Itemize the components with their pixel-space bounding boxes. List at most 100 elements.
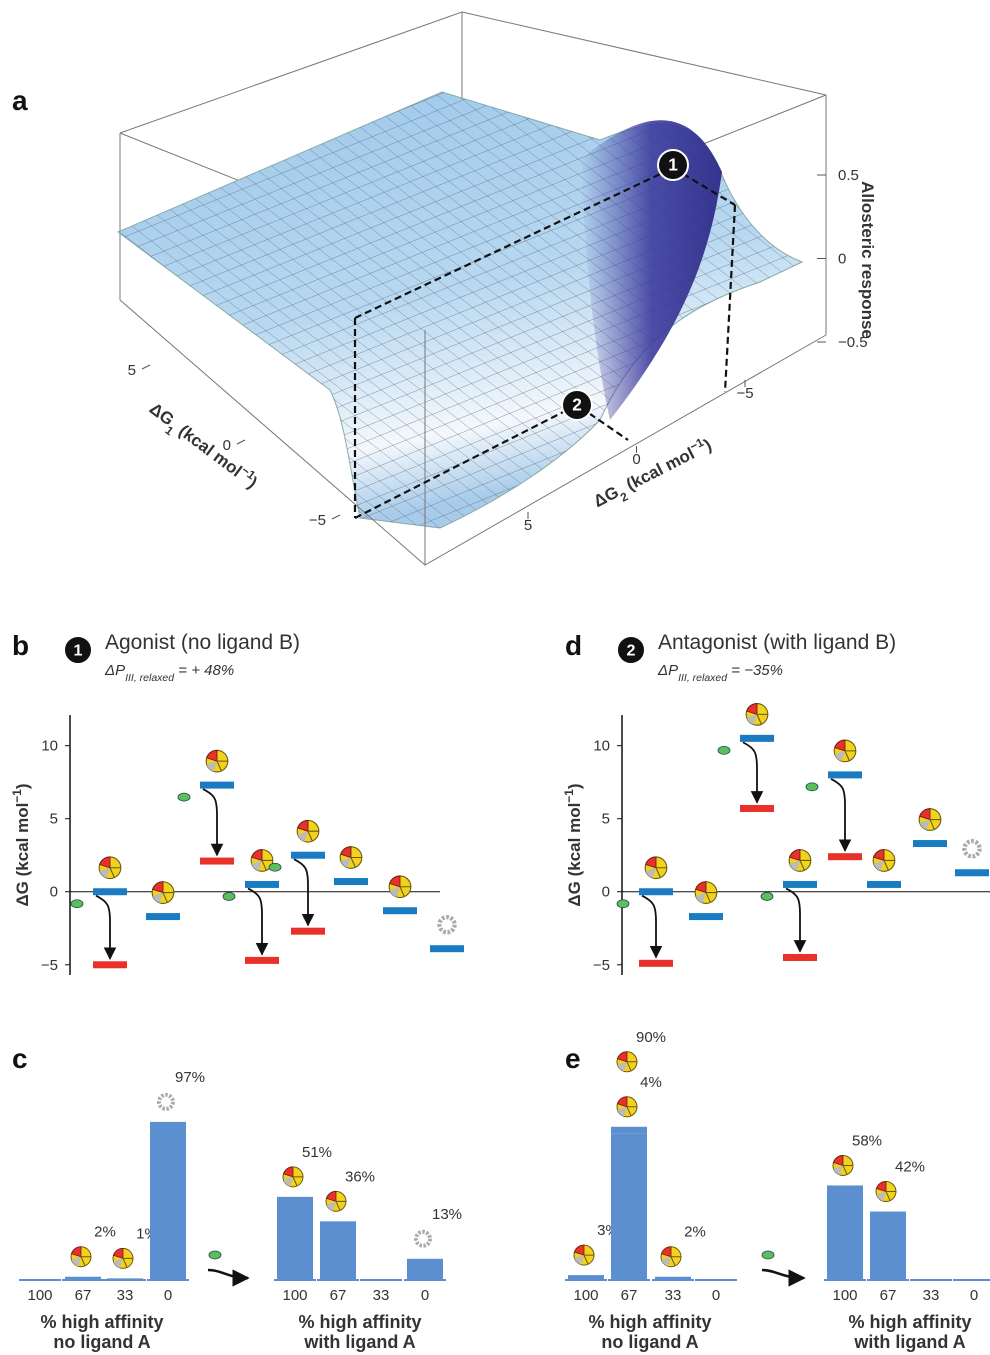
state-icon bbox=[645, 857, 667, 879]
energy-level bbox=[200, 782, 234, 789]
bar bbox=[65, 1277, 101, 1280]
bar bbox=[611, 1133, 647, 1280]
state-icon bbox=[574, 1245, 594, 1265]
figure: a50−5−5050.50−0.5ΔG1 (kcal mol−1)ΔG2 (kc… bbox=[0, 0, 990, 1355]
ligand bbox=[617, 900, 629, 908]
transition-arrow bbox=[203, 789, 217, 855]
tick-label: 0 bbox=[632, 451, 640, 468]
transition-arrow bbox=[96, 896, 110, 959]
marker-number: 1 bbox=[668, 155, 678, 175]
energy-level bbox=[828, 771, 862, 778]
arrow bbox=[762, 1270, 804, 1278]
tick-mark bbox=[237, 440, 245, 444]
state-icon bbox=[340, 847, 362, 869]
bar bbox=[150, 1122, 186, 1280]
value-label: 42% bbox=[895, 1159, 925, 1176]
x-tick-label: 67 bbox=[621, 1287, 638, 1304]
bar bbox=[870, 1212, 906, 1280]
panel-letter: c bbox=[12, 1043, 28, 1074]
value-label: 90% bbox=[636, 1029, 666, 1046]
label-part: = −35% bbox=[727, 662, 783, 679]
value-label: 97% bbox=[175, 1069, 205, 1086]
surface-plot bbox=[118, 12, 826, 565]
panel-title: Agonist (no ligand B) bbox=[105, 631, 300, 654]
y-tick-label: 0 bbox=[50, 884, 58, 901]
ligand bbox=[806, 783, 818, 791]
energy-level bbox=[783, 954, 817, 961]
marker-number: 2 bbox=[572, 395, 582, 415]
x-tick-label: 100 bbox=[832, 1287, 857, 1304]
label-part: (kcal mol bbox=[13, 803, 32, 881]
label-part: (kcal mol bbox=[171, 418, 245, 480]
energy-level bbox=[93, 961, 127, 968]
bar bbox=[107, 1278, 143, 1280]
panel-subtitle: ΔPIII, relaxed = + 48% bbox=[104, 662, 234, 684]
y-tick-label: 5 bbox=[50, 811, 58, 828]
value-label: 2% bbox=[684, 1224, 706, 1241]
value-label: 51% bbox=[302, 1144, 332, 1161]
label-part: ΔP bbox=[657, 662, 678, 679]
state-icon bbox=[206, 750, 228, 772]
y-tick-label: −5 bbox=[41, 957, 58, 974]
tick-label: 5 bbox=[524, 517, 532, 534]
tick-label: −5 bbox=[736, 385, 753, 402]
y-axis-label: ΔG2 (kcal mol−1) bbox=[589, 433, 717, 517]
energy-level bbox=[955, 869, 989, 876]
panel-title: Antagonist (with ligand B) bbox=[658, 631, 896, 654]
label-part: ΔG bbox=[590, 483, 621, 511]
label-part: ) bbox=[565, 783, 584, 789]
transition-arrow bbox=[642, 896, 656, 958]
bar bbox=[611, 1127, 647, 1134]
page: a50−5−5050.50−0.5ΔG1 (kcal mol−1)ΔG2 (kc… bbox=[0, 0, 990, 1355]
x-axis-label: % high affinity bbox=[589, 1312, 712, 1332]
energy-level bbox=[200, 858, 234, 865]
transition-arrow bbox=[743, 742, 757, 802]
energy-level bbox=[383, 907, 417, 914]
x-tick-label: 67 bbox=[880, 1287, 897, 1304]
ligand bbox=[761, 892, 773, 900]
x-tick-label: 33 bbox=[373, 1287, 390, 1304]
label-part: III, relaxed bbox=[678, 672, 728, 684]
label-part: = + 48% bbox=[174, 662, 234, 679]
y-tick-label: 10 bbox=[41, 738, 58, 755]
panel-letter: d bbox=[565, 630, 582, 661]
state-icon bbox=[695, 882, 717, 904]
energy-level bbox=[245, 957, 279, 964]
bar bbox=[320, 1221, 356, 1280]
value-label: 36% bbox=[345, 1168, 375, 1185]
energy-level bbox=[93, 888, 127, 895]
ligand bbox=[269, 863, 281, 871]
ligand bbox=[718, 746, 730, 754]
energy-level bbox=[740, 735, 774, 742]
x-axis-label: with ligand A bbox=[303, 1332, 415, 1352]
energy-level bbox=[639, 960, 673, 967]
label-part: III, relaxed bbox=[125, 672, 175, 684]
bar bbox=[568, 1275, 604, 1280]
x-tick-label: 33 bbox=[665, 1287, 682, 1304]
value-label: 58% bbox=[852, 1132, 882, 1149]
ligand bbox=[178, 793, 190, 801]
label-part: (kcal mol bbox=[619, 444, 698, 497]
state-icon bbox=[99, 857, 121, 879]
state-icon bbox=[746, 704, 768, 726]
arrow bbox=[208, 1270, 248, 1278]
energy-level bbox=[334, 878, 368, 885]
x-tick-label: 67 bbox=[75, 1287, 92, 1304]
x-axis-label: % high affinity bbox=[299, 1312, 422, 1332]
y-tick-label: −5 bbox=[593, 957, 610, 974]
state-icon bbox=[326, 1191, 346, 1211]
state-icon bbox=[833, 1155, 853, 1175]
tick-label: 0 bbox=[838, 251, 846, 268]
label-part: (kcal mol bbox=[565, 803, 584, 881]
state-icon bbox=[964, 841, 979, 856]
label-part: ) bbox=[13, 783, 32, 789]
x-tick-label: 100 bbox=[573, 1287, 598, 1304]
label-part: −1 bbox=[10, 789, 24, 803]
y-axis-label: ΔG (kcal mol−1) bbox=[10, 783, 32, 906]
x-tick-label: 67 bbox=[330, 1287, 347, 1304]
ligand bbox=[762, 1251, 774, 1259]
state-icon bbox=[113, 1248, 133, 1268]
marker-number: 2 bbox=[627, 641, 636, 659]
value-label: 4% bbox=[640, 1074, 662, 1091]
x-axis-label: no ligand A bbox=[53, 1332, 150, 1352]
